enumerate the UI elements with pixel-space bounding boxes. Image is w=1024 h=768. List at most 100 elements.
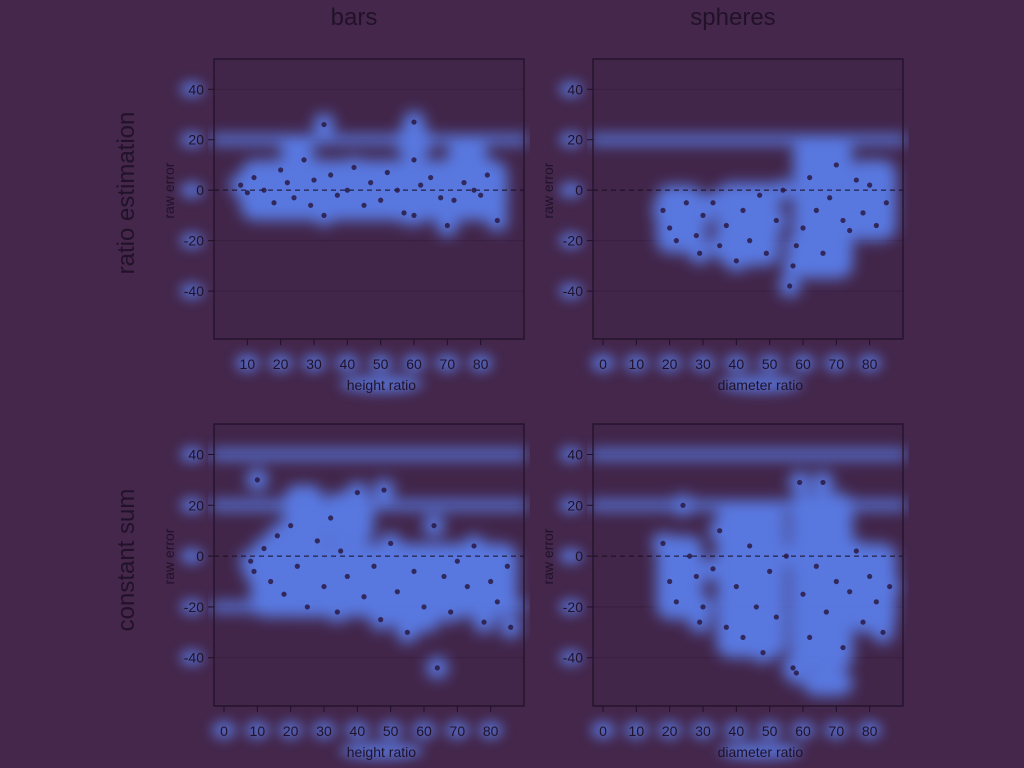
- panel-4-xtick-label: 60: [795, 723, 811, 739]
- panel-2-point-25: [840, 217, 846, 224]
- panel-2-point-6: [700, 212, 706, 218]
- panel-1-xtick-glow: [335, 354, 360, 372]
- panel-1-xtick-label: 30: [306, 356, 322, 372]
- panel-3-ytick-label: 0: [196, 548, 204, 564]
- panel-2-xtick-glow: [624, 354, 649, 372]
- panel-2-ytick-glow: [559, 81, 583, 98]
- panel-2-point-27: [853, 177, 859, 183]
- panel-4-xtick-label: 70: [829, 723, 845, 739]
- panel-2-point-28: [860, 210, 866, 216]
- panel-3-ytick-glow: [180, 497, 204, 514]
- panel-4-point-30: [853, 548, 859, 554]
- panel-2-point-21: [813, 207, 819, 213]
- panel-2-point-31: [883, 200, 889, 206]
- panel-1-xtick-label: 50: [373, 356, 389, 372]
- panel-4-xtick-label: 20: [662, 723, 678, 739]
- panel-1-ylabel: raw error: [161, 162, 177, 218]
- panel-4-ytick-glow: [559, 649, 583, 666]
- panel-3-point-3: [261, 545, 267, 552]
- panel-2-point-14: [763, 250, 769, 256]
- panel-2-point-1: [667, 225, 673, 231]
- panel-1-point-19: [384, 169, 390, 176]
- panel-2-point-20: [807, 174, 813, 181]
- row-title-constant-sum: constant sum: [113, 489, 140, 632]
- panel-2-xlabel-glow: [718, 375, 803, 393]
- panel-4-point-22: [800, 591, 806, 597]
- panel-3-ytick-label: 20: [188, 497, 204, 513]
- panel-4-ytick-label: 20: [567, 497, 583, 513]
- panel-3-point-22: [394, 589, 400, 595]
- panel-4-ylabel: raw error: [540, 528, 556, 584]
- panel-3-xtick-glow: [478, 721, 503, 739]
- panel-1-point-18: [378, 197, 384, 203]
- panel-1-point-35: [411, 119, 417, 125]
- panel-1-density-region: [397, 124, 431, 160]
- panel-3-point-18: [371, 563, 377, 569]
- panel-4-point-29: [847, 589, 853, 595]
- panel-4-ytick-label: -40: [563, 650, 583, 666]
- panel-3-xtick-glow: [378, 721, 403, 739]
- column-title-bars: bars: [331, 4, 378, 31]
- panel-1-point-9: [308, 202, 314, 208]
- panel-1-point-12: [328, 172, 334, 178]
- panel-3-xtick-glow: [212, 721, 236, 739]
- panel-2-point-26: [847, 227, 853, 234]
- panel-4-xtick-glow: [591, 721, 615, 739]
- panel-4-xtick-label: 80: [862, 723, 878, 739]
- panel-3-xtick-glow: [278, 721, 303, 739]
- panel-3-ytick-label: -40: [184, 650, 204, 666]
- panel-2-point-19: [800, 225, 806, 231]
- panel-3-xtick-label: 50: [383, 723, 399, 739]
- panel-1-point-21: [401, 210, 407, 216]
- panel-1-label-glow: [180, 81, 493, 393]
- panel-1-point-14: [344, 187, 350, 193]
- panel-4-point-5: [693, 573, 699, 580]
- panel-4-xtick-glow: [624, 721, 649, 739]
- panel-4-point-32: [867, 573, 873, 580]
- panel-4-xlabel: diameter ratio: [718, 744, 804, 760]
- panel-2-point-17: [790, 263, 796, 269]
- panel-4-xtick-label: 10: [629, 723, 645, 739]
- panel-3-point-36: [504, 563, 510, 569]
- panel-2-point-29: [867, 182, 873, 188]
- panel-2-point-0: [660, 207, 666, 213]
- column-title-spheres: spheres: [690, 4, 775, 31]
- panel-2-ytick-glow: [559, 232, 583, 249]
- panel-4-point-1: [667, 578, 673, 585]
- panel-4-point-19: [790, 665, 796, 671]
- panel-4-heat-band: [589, 449, 907, 460]
- panel-1-xtick-label: 20: [273, 356, 289, 372]
- panel-4-density-region: [803, 670, 853, 696]
- panel-4-ytick-label: 40: [567, 446, 583, 462]
- panel-2-point-7: [710, 200, 716, 206]
- panel-2-xtick-glow: [724, 354, 749, 372]
- panel-2-point-4: [693, 232, 699, 239]
- panel-2-ytick-glow: [559, 283, 583, 300]
- panel-2-xtick-label: 10: [629, 356, 645, 372]
- panel-4-point-7: [700, 604, 706, 610]
- panel-4-point-17: [773, 614, 779, 620]
- panel-3-point-15: [344, 573, 350, 580]
- panel-3-point-7: [288, 523, 294, 529]
- panel-4-density-region: [789, 492, 853, 671]
- panel-4-xtick-label: 50: [762, 723, 778, 739]
- panel-4-point-4: [687, 553, 693, 559]
- panel-2-point-11: [740, 207, 746, 213]
- panel-3-point-27: [434, 665, 440, 671]
- panel-4-point-13: [747, 543, 753, 549]
- panel-4-xtick-glow: [791, 721, 815, 739]
- row-title-ratio-estimation: ratio estimation: [113, 112, 140, 275]
- panel-4-xtick-glow: [691, 721, 715, 739]
- panel-2-xtick-label: 20: [662, 356, 678, 372]
- panel-2-xtick-glow: [591, 354, 615, 372]
- panel-4-ytick-label: 0: [575, 548, 583, 564]
- panel-3-point-31: [464, 583, 470, 590]
- panel-3-label-glow: [180, 446, 503, 760]
- panel-1-point-25: [428, 174, 434, 181]
- panel-4-point-14: [753, 604, 759, 610]
- panel-4-point-11: [733, 583, 739, 590]
- panel-4-point-20: [793, 670, 799, 676]
- panel-1-point-4: [271, 200, 277, 206]
- panel-2-point-9: [723, 222, 729, 229]
- panel-1-point-24: [418, 182, 424, 188]
